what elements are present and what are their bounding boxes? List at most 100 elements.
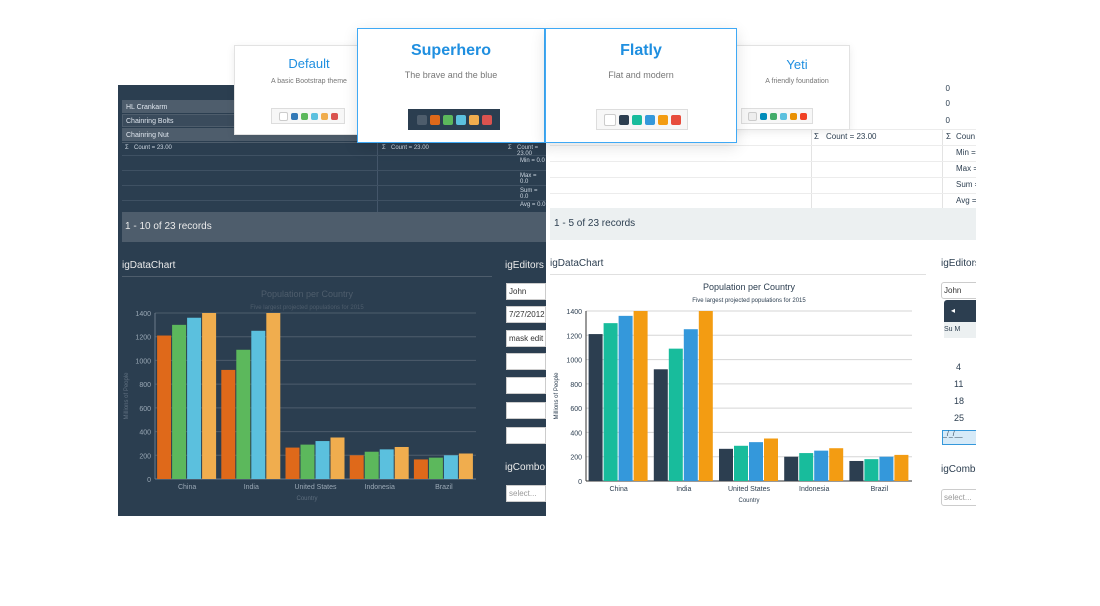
color-swatches bbox=[271, 108, 345, 124]
summary-count: Count = 23.00 bbox=[517, 145, 539, 157]
y-tick-label: 1400 bbox=[135, 311, 151, 318]
y-tick-label: 400 bbox=[139, 430, 151, 437]
chart-bar bbox=[633, 311, 648, 481]
chart-heading: igDataChart bbox=[550, 258, 604, 269]
sigma-icon: Σ bbox=[814, 132, 819, 141]
summary-max: Max = 0.0 bbox=[520, 173, 537, 185]
chart-bar bbox=[315, 441, 330, 479]
y-tick-label: 1000 bbox=[135, 358, 151, 365]
color-swatch bbox=[759, 112, 767, 120]
date-editor[interactable]: 7/27/2012 bbox=[506, 306, 546, 323]
chart-bar bbox=[588, 334, 603, 481]
numeric-editor-2[interactable] bbox=[506, 427, 546, 444]
mask-editor[interactable]: mask edit bbox=[506, 330, 546, 347]
calendar-day[interactable]: 18 bbox=[954, 396, 965, 406]
grid-cell: 0 bbox=[945, 116, 950, 125]
x-tick-label: Indonesia bbox=[365, 484, 395, 491]
calendar-day[interactable]: 4 bbox=[956, 362, 962, 372]
population-chart: Population per Country Five largest proje… bbox=[554, 282, 912, 504]
chart-bar bbox=[734, 445, 748, 481]
color-swatch bbox=[481, 114, 492, 125]
date-picker-input[interactable]: _/_/__ bbox=[942, 430, 976, 445]
grid-divider bbox=[550, 161, 976, 162]
combo-input[interactable]: select... bbox=[941, 489, 976, 506]
color-swatch bbox=[290, 112, 298, 120]
calendar-prev-button[interactable]: ◂ bbox=[944, 300, 976, 322]
calendar-weekdays: Su M bbox=[944, 322, 976, 338]
grid-column bbox=[550, 129, 812, 209]
x-tick-label: Brazil bbox=[435, 484, 453, 491]
chart-bar bbox=[653, 369, 668, 481]
text-editor[interactable]: John bbox=[941, 282, 976, 299]
color-swatches bbox=[408, 109, 500, 130]
theme-description: A friendly foundation bbox=[765, 78, 829, 85]
grid-divider bbox=[550, 177, 976, 178]
theme-card-yeti[interactable]: Yeti A friendly foundation bbox=[720, 45, 850, 130]
chart-bar bbox=[251, 330, 266, 479]
currency-editor[interactable] bbox=[506, 377, 546, 394]
combo-input[interactable]: select... bbox=[506, 485, 546, 502]
y-tick-label: 400 bbox=[570, 430, 582, 437]
chart-heading: igDataChart bbox=[122, 260, 176, 271]
theme-name: Flatly bbox=[620, 42, 662, 59]
grid-summary: Σ Count = 23.00 Σ Count = 23.00 Σ Count … bbox=[122, 142, 546, 213]
chart-bar bbox=[764, 438, 778, 481]
chart-bar bbox=[894, 454, 909, 481]
chart-bar bbox=[394, 446, 409, 479]
color-swatch bbox=[330, 112, 338, 120]
percent-editor[interactable] bbox=[506, 402, 546, 419]
chart-bar bbox=[330, 437, 345, 479]
x-axis-label: Country bbox=[296, 496, 317, 502]
grid-divider bbox=[550, 145, 976, 146]
y-axis-label: Millions of People bbox=[124, 372, 130, 420]
y-tick-label: 1200 bbox=[135, 335, 151, 342]
editors-heading: igEditors bbox=[941, 258, 976, 269]
heading-divider bbox=[550, 274, 926, 275]
summary-max: Max = bbox=[956, 164, 976, 173]
summary-min: Min = bbox=[956, 148, 976, 157]
numeric-editor[interactable] bbox=[506, 353, 546, 370]
calendar-day[interactable]: 25 bbox=[954, 413, 965, 423]
grid-pager: 1 - 10 of 23 records bbox=[122, 212, 546, 242]
x-tick-label: India bbox=[676, 486, 691, 493]
flatly-demo-panel: 0 0 0 Σ Count = 23.00 Σ Coun Min = Max =… bbox=[546, 84, 976, 516]
theme-name: Yeti bbox=[786, 57, 808, 72]
chart-bar bbox=[236, 349, 251, 479]
x-axis-label: Country bbox=[738, 498, 759, 504]
chart-bar bbox=[379, 449, 394, 479]
x-tick-label: China bbox=[609, 486, 627, 493]
color-swatch bbox=[747, 111, 757, 121]
chart-bar bbox=[285, 447, 300, 479]
y-tick-label: 0 bbox=[147, 477, 151, 484]
superhero-demo-panel: HL Crankarm Chainring Bolts Chainring Nu… bbox=[118, 85, 546, 516]
chart-bar bbox=[413, 459, 428, 479]
grid-cell: 0 bbox=[945, 84, 950, 93]
y-tick-label: 1000 bbox=[566, 358, 582, 365]
grid-divider bbox=[122, 185, 546, 186]
chart-bar bbox=[202, 313, 217, 479]
combo-heading: igCombo bbox=[505, 462, 546, 473]
grid-cell: 0 bbox=[945, 99, 950, 108]
color-swatch bbox=[310, 112, 318, 120]
chart-bar bbox=[784, 456, 799, 481]
chart-subtitle: Five largest projected populations for 2… bbox=[692, 298, 806, 304]
chart-bar bbox=[266, 313, 281, 479]
text-editor[interactable]: John bbox=[506, 283, 546, 300]
summary-count: Count = 23.00 bbox=[826, 132, 877, 141]
editors-heading: igEditors bbox=[505, 260, 544, 271]
summary-min: Min = 0.0 bbox=[520, 158, 545, 164]
sigma-icon: Σ bbox=[946, 132, 951, 141]
heading-divider bbox=[122, 276, 492, 277]
chart-bar bbox=[864, 459, 879, 481]
chart-bar bbox=[698, 311, 713, 481]
theme-card-superhero[interactable]: Superhero The brave and the blue bbox=[357, 28, 545, 143]
theme-card-flatly[interactable]: Flatly Flat and modern bbox=[545, 28, 737, 143]
chart-bar bbox=[683, 329, 698, 481]
y-tick-label: 600 bbox=[570, 406, 582, 413]
chart-bar bbox=[668, 348, 683, 481]
chart-bar bbox=[364, 451, 379, 479]
color-swatch bbox=[789, 112, 797, 120]
x-tick-label: United States bbox=[294, 484, 337, 491]
y-tick-label: 800 bbox=[139, 382, 151, 389]
calendar-day[interactable]: 11 bbox=[954, 379, 964, 389]
